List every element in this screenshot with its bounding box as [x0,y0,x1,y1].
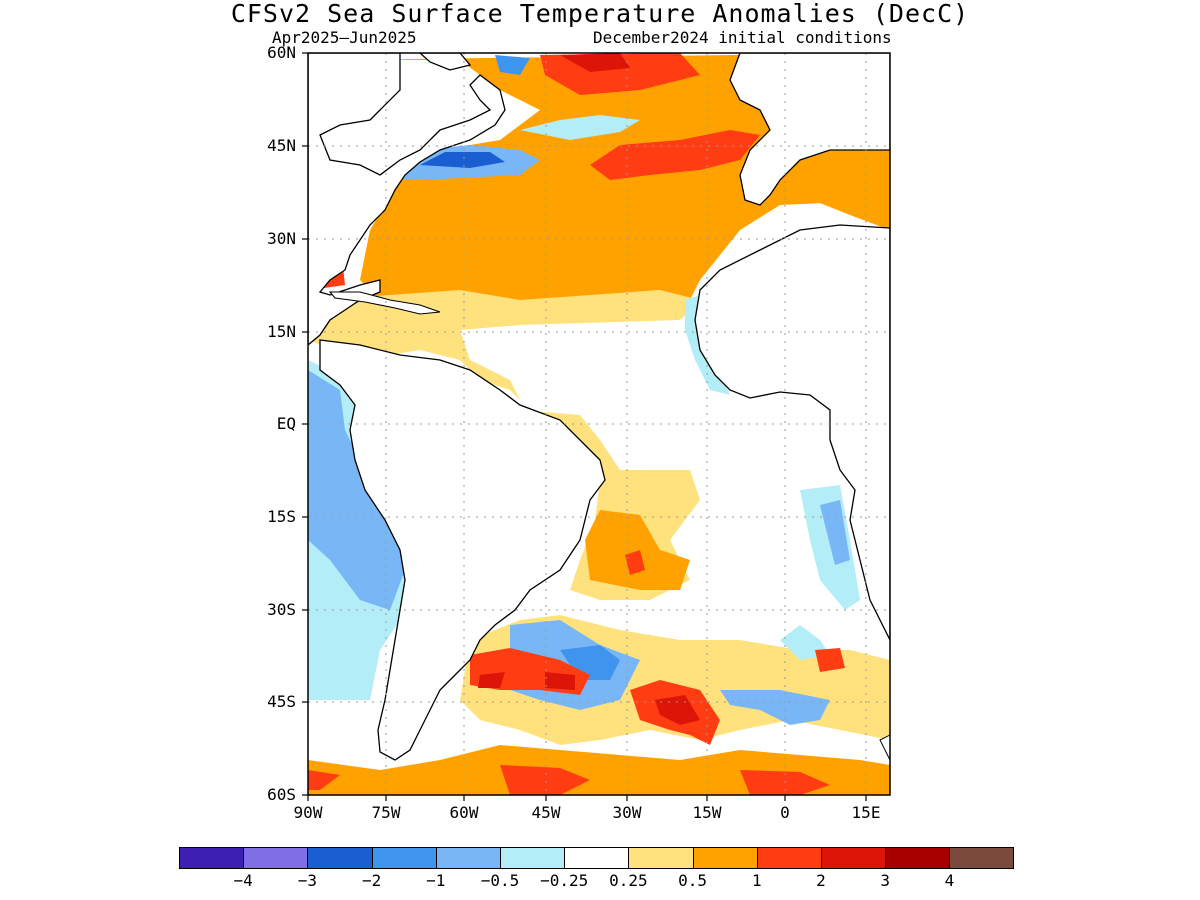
legend-swatch [820,847,886,869]
lat-label: 15S [267,507,296,526]
anomaly-region-southern-band [308,745,890,795]
legend-swatch [307,847,372,869]
lat-label: 30N [267,229,296,248]
land-south-america [319,339,606,761]
anomaly-region-subtropic-yellow [310,290,700,400]
axis-ticks [302,52,867,801]
legend-label: −2 [361,871,382,890]
legend-label: 1 [751,871,762,890]
land-madagascar-edge [879,734,890,761]
lon-label: 30W [612,803,642,822]
lat-label: 30S [267,600,296,619]
land-europe [729,53,890,206]
legend-label: −1 [426,871,446,890]
lon-label: 90W [293,803,323,822]
lon-label: 15W [692,803,722,822]
lon-label: 75W [371,803,401,822]
lon-label: 60W [449,803,479,822]
legend-swatch [564,847,629,869]
lat-label: 60S [267,785,296,804]
lat-label: EQ [276,414,296,433]
legend-swatch [885,847,950,869]
lat-label: 60N [267,43,296,62]
anomaly-region-na-warm [330,53,890,325]
land-greenland-canada-north [419,53,472,71]
forecast-period: Apr2025–Jun2025 [272,28,417,47]
lon-label: 45W [531,803,561,822]
legend-label: 0.25 [609,871,648,890]
land-africa [694,224,890,641]
legend-label: −3 [297,871,318,890]
legend-label: 4 [944,871,955,890]
lat-label: 15N [267,322,296,341]
lat-label: 45S [267,692,296,711]
legend-swatch [756,847,821,869]
legend-swatch [435,847,500,869]
lon-label: 15E [851,803,881,822]
graticule [308,53,890,795]
lon-label: 0 [780,803,790,822]
initial-conditions: December2024 initial conditions [593,28,892,47]
anomaly-field [308,53,890,795]
legend-swatch [949,847,1015,869]
legend-label: 2 [816,871,826,890]
legend-swatch [243,847,308,869]
map-title: CFSv2 Sea Surface Temperature Anomalies … [230,0,970,28]
legend-swatch [692,847,757,869]
legend-label: 3 [880,871,890,890]
legend-label: −0.5 [480,871,520,890]
legend-swatch [628,847,693,869]
legend-label: −4 [233,871,253,890]
land-cuba-hispaniola [328,291,441,315]
legend-swatch [371,847,436,869]
anomaly-region-na-core [590,130,760,180]
lat-label: 45N [267,136,296,155]
legend-swatch [499,847,565,869]
legend-swatch [179,847,244,869]
legend-label: −0.25 [540,871,589,890]
land-north-america [308,53,506,346]
color-legend [179,847,1015,869]
legend-label: 0.5 [678,871,708,890]
